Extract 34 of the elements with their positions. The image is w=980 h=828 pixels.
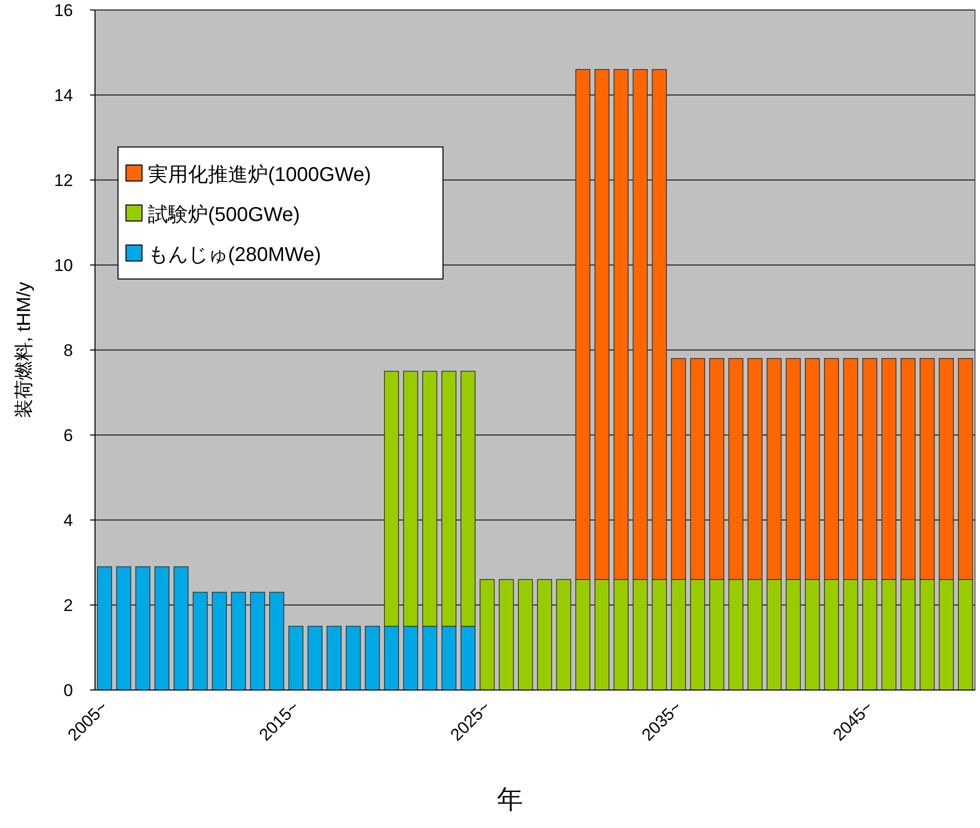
bar (364, 626, 380, 690)
y-axis-title: 装荷燃料, tHM/y (14, 281, 35, 418)
legend-label: 実用化推進炉(1000GWe) (148, 163, 372, 186)
bar (212, 592, 227, 690)
bar (498, 579, 514, 690)
bar (288, 626, 304, 690)
bar (346, 626, 361, 690)
bar (135, 566, 150, 690)
y-tick-label: 8 (64, 341, 73, 360)
y-tick-label: 16 (54, 1, 73, 20)
bar (480, 579, 495, 690)
y-tick-label: 10 (54, 256, 73, 275)
bar (116, 566, 132, 690)
legend-label: もんじゅ(280MWe) (148, 244, 321, 266)
y-tick-label: 2 (64, 596, 73, 615)
y-tick-label: 12 (54, 171, 73, 190)
legend-label: 試験炉(500GWe) (148, 204, 300, 226)
y-tick-label: 4 (64, 511, 73, 530)
bar (250, 592, 266, 690)
y-tick-label: 0 (64, 681, 73, 700)
bar (269, 592, 284, 690)
bar (192, 592, 208, 690)
bar (518, 579, 533, 690)
bar (556, 579, 572, 690)
bar (231, 592, 246, 690)
bar (174, 566, 189, 690)
y-tick-label: 6 (64, 426, 73, 445)
bar (308, 626, 322, 690)
bar (97, 566, 112, 690)
bar (326, 626, 342, 690)
bar (537, 579, 552, 690)
x-axis-title: 年 (497, 784, 523, 814)
bar (154, 566, 170, 690)
y-tick-label: 14 (54, 86, 73, 105)
